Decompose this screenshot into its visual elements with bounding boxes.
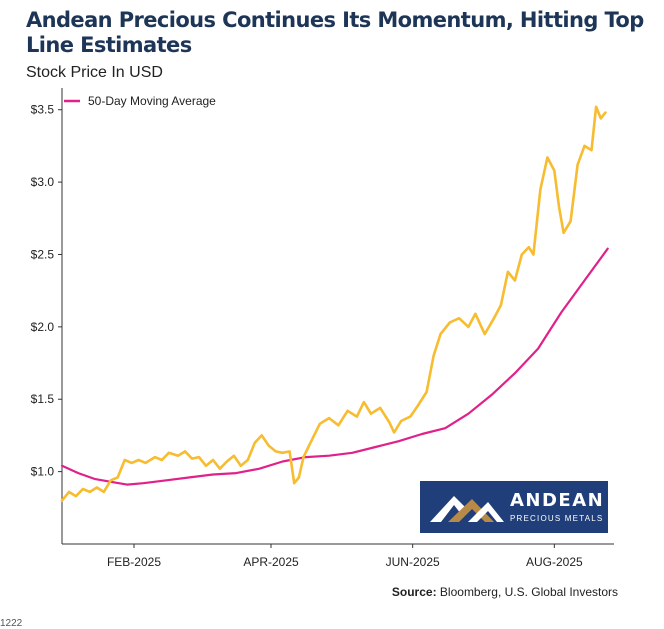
y-tick-label: $1.5 (31, 392, 55, 406)
source-note: Source: Bloomberg, U.S. Global Investors (392, 585, 618, 599)
logo-name: ANDEAN (510, 490, 604, 511)
x-tick-label: AUG-2025 (526, 555, 583, 569)
chart-legend: 50-Day Moving Average (64, 94, 216, 108)
moving-average-layer (62, 249, 608, 485)
logo-tagline: PRECIOUS METALS (510, 514, 603, 523)
y-tick-label: $1.0 (31, 465, 55, 479)
y-tick-label: $2.0 (31, 320, 55, 334)
footer-cut-text: 1222 (0, 618, 22, 629)
source-text: Bloomberg, U.S. Global Investors (440, 585, 618, 599)
y-tick-label: $2.5 (31, 247, 55, 261)
x-tick-label: FEB-2025 (107, 555, 161, 569)
andean-logo: ANDEAN PRECIOUS METALS (420, 481, 608, 533)
legend-label-moving-average: 50-Day Moving Average (88, 94, 216, 108)
x-tick-label: APR-2025 (243, 555, 299, 569)
y-tick-label: $3.5 (31, 103, 55, 117)
y-tick-label: $3.0 (31, 175, 55, 189)
mountain-icon (428, 490, 506, 524)
x-tick-label: JUN-2025 (386, 555, 440, 569)
moving-average-line (62, 249, 608, 485)
source-prefix: Source: (392, 585, 437, 599)
price-layer (62, 107, 605, 501)
price-line (62, 107, 605, 501)
